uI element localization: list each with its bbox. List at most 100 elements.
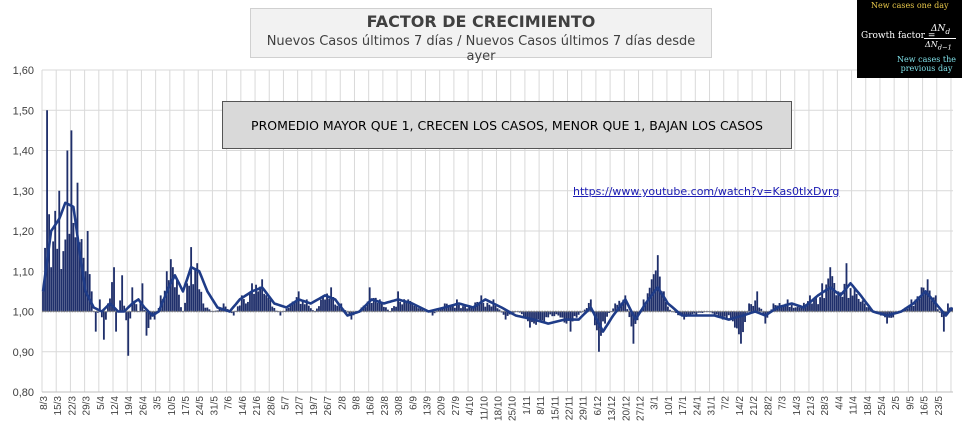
formula-denominator: ΔNd−1 <box>925 40 952 52</box>
bar <box>723 311 726 317</box>
bar <box>372 297 375 312</box>
bar <box>192 284 195 312</box>
bar <box>835 295 838 312</box>
bar <box>421 309 424 312</box>
title-box: FACTOR DE CRECIMIENTO Nuevos Casos últim… <box>250 8 712 64</box>
x-tick-label: 24/5 <box>195 396 206 416</box>
bar <box>376 302 379 312</box>
bar <box>210 310 213 312</box>
bar <box>908 306 911 312</box>
bar <box>575 311 578 318</box>
bar <box>413 306 416 312</box>
bar <box>772 303 775 312</box>
bar <box>336 305 339 312</box>
bar <box>859 301 862 312</box>
bar <box>131 287 134 312</box>
bar <box>886 311 888 324</box>
bar <box>395 306 397 312</box>
x-tick-label: 21/6 <box>252 396 263 416</box>
bar <box>460 308 462 312</box>
bar <box>139 301 142 312</box>
bar <box>512 311 515 313</box>
bar <box>301 300 304 312</box>
bar <box>754 300 757 312</box>
bar <box>234 310 237 312</box>
bar <box>133 302 136 312</box>
bar <box>478 304 481 312</box>
bar <box>764 311 767 324</box>
bar <box>456 299 458 312</box>
bar <box>167 280 170 312</box>
bar <box>68 233 71 312</box>
bar <box>291 301 294 312</box>
bar <box>433 311 436 314</box>
bar <box>851 295 854 312</box>
bar <box>307 305 310 312</box>
bar <box>137 311 140 313</box>
bar <box>102 311 105 340</box>
bar <box>940 311 943 318</box>
bar <box>796 306 799 312</box>
bar <box>740 311 742 344</box>
bar <box>857 298 860 312</box>
bar <box>476 301 479 312</box>
bar <box>549 311 552 315</box>
bar <box>285 308 288 312</box>
x-tick-label: 31/5 <box>209 396 220 416</box>
bar <box>76 182 79 312</box>
x-tick-label: 17/1 <box>678 396 689 416</box>
bar <box>190 247 193 312</box>
x-tick-label: 26/4 <box>138 396 149 416</box>
bar <box>338 303 341 312</box>
bar <box>553 311 556 317</box>
bar <box>236 306 239 312</box>
bar <box>267 297 270 312</box>
bar <box>403 299 406 312</box>
bar <box>571 311 574 322</box>
bar <box>58 190 61 312</box>
x-tick-label: 22/11 <box>565 396 576 421</box>
bar <box>419 307 422 312</box>
bar <box>841 296 844 312</box>
bar <box>279 311 282 316</box>
bar <box>269 299 272 312</box>
bar <box>188 285 191 312</box>
bar <box>823 298 826 312</box>
bar <box>531 311 533 323</box>
bar <box>506 311 509 316</box>
x-tick-label: 27/12 <box>636 396 647 421</box>
bar <box>470 306 473 312</box>
x-tick-label: 4/10 <box>465 396 476 416</box>
bar <box>729 311 732 320</box>
bar <box>839 292 842 312</box>
bar <box>303 304 306 312</box>
bar <box>614 303 617 312</box>
x-tick-label: 11/4 <box>849 396 860 415</box>
x-tick-label: 15/3 <box>53 396 64 416</box>
bar <box>113 267 115 312</box>
bar <box>790 305 793 312</box>
bar <box>660 291 663 312</box>
bar <box>253 293 255 312</box>
bar <box>206 307 209 312</box>
bar <box>486 302 489 312</box>
bar <box>606 311 608 317</box>
bar <box>46 110 48 312</box>
bar <box>602 311 604 322</box>
bar <box>817 304 819 312</box>
bar <box>60 269 63 312</box>
x-tick-label: 19/4 <box>124 396 135 416</box>
bar <box>699 311 702 313</box>
bar <box>794 307 797 312</box>
x-tick-label: 2/5 <box>891 396 902 410</box>
formula-top-label: New cases one day <box>871 1 949 10</box>
formula-fraction-bar <box>924 38 956 39</box>
youtube-link[interactable]: https://www.youtube.com/watch?v=Kas0tIxD… <box>573 185 840 198</box>
x-tick-label: 24/1 <box>692 396 703 416</box>
bar <box>541 311 544 321</box>
y-tick-label: 1,40 <box>13 146 34 158</box>
bar <box>656 255 659 312</box>
x-tick-label: 12/7 <box>295 396 306 416</box>
bar <box>458 304 460 312</box>
bar <box>283 310 286 312</box>
